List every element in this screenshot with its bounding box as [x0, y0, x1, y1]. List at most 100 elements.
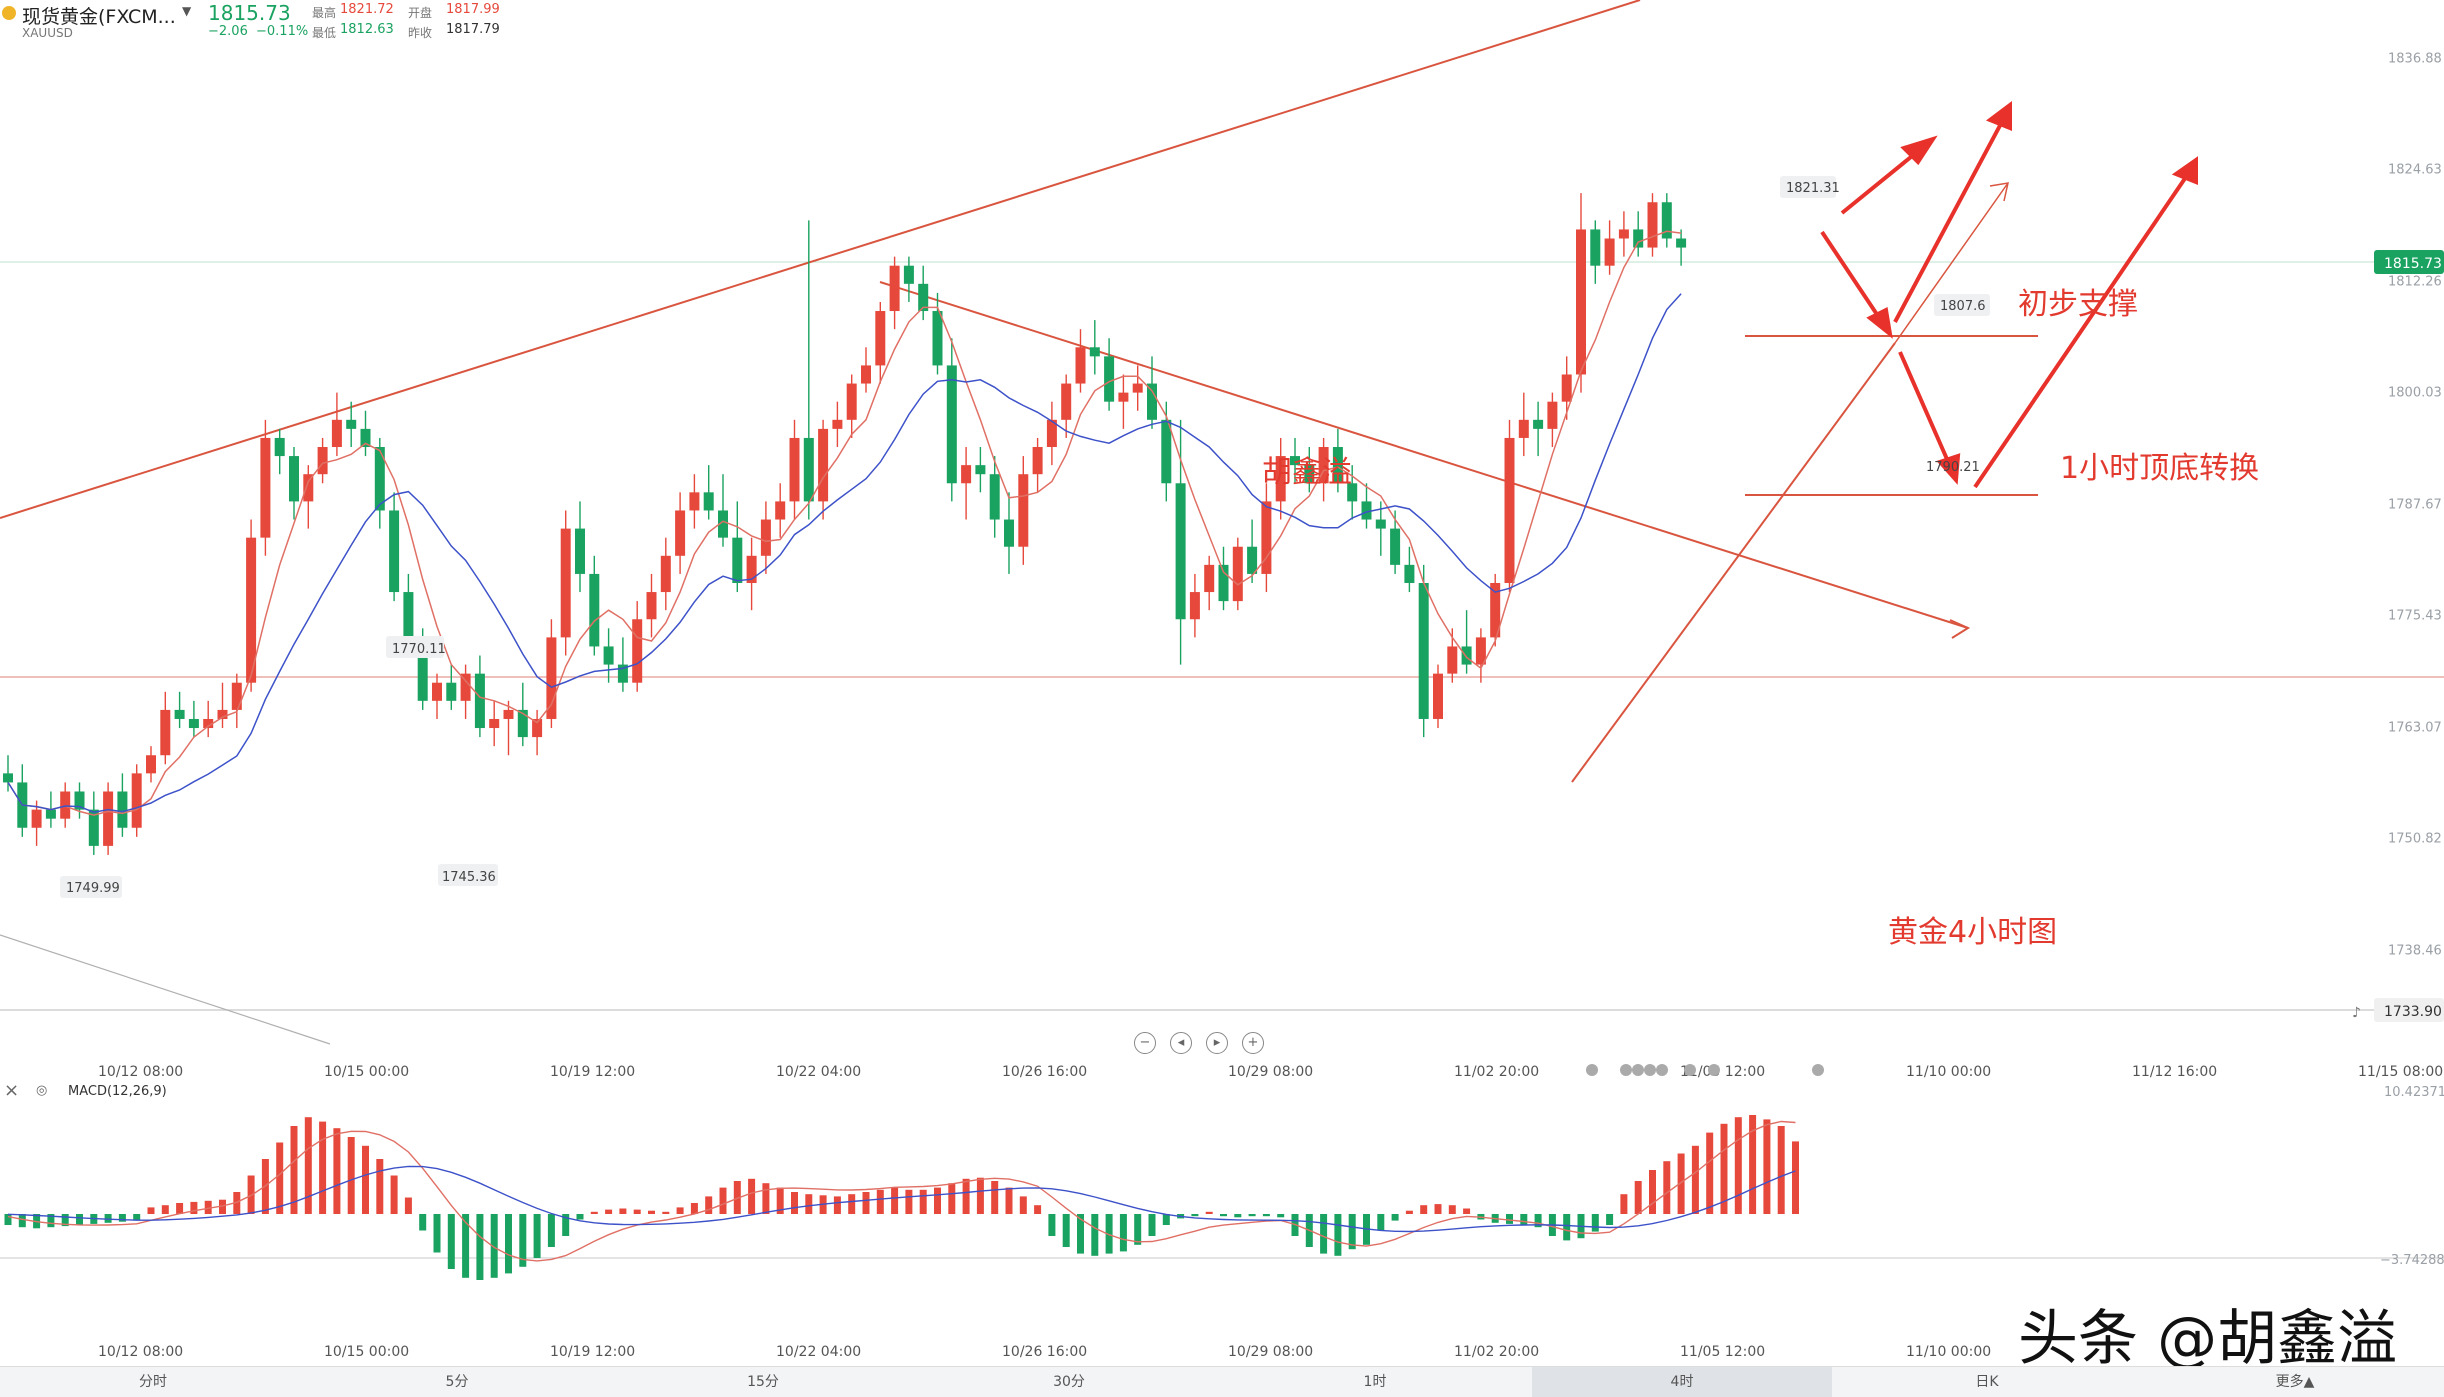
- candle-body: [1089, 347, 1100, 357]
- low-label: 最低: [312, 26, 337, 40]
- macd-bar: [891, 1187, 899, 1214]
- candle-body: [875, 311, 886, 366]
- support-price-label: 1807.6: [1940, 299, 1986, 314]
- time-tick: 11/10 00:00: [1906, 1344, 1991, 1360]
- candle-body: [3, 773, 13, 783]
- candle-body: [1104, 356, 1115, 402]
- candle-body: [889, 265, 900, 312]
- candle-body: [846, 383, 857, 420]
- watermark: 头条 @胡鑫溢: [2018, 1304, 2398, 1374]
- time-tick: 10/15 00:00: [324, 1344, 409, 1360]
- macd-bar: [662, 1211, 670, 1214]
- moving-averages: [7, 230, 1682, 816]
- candle-body: [989, 474, 1000, 520]
- upper-trendline: [0, 0, 1641, 519]
- macd-bar: [962, 1178, 970, 1214]
- tf-30min[interactable]: 30分: [1053, 1374, 1085, 1390]
- arrow-down-1-head: [1866, 307, 1893, 339]
- candle-body: [1218, 564, 1229, 602]
- zoom-controls: − ◂ ▸ +: [1134, 1032, 1268, 1058]
- macd-bar: [776, 1187, 784, 1214]
- candle-body: [331, 419, 342, 448]
- chevron-down-icon[interactable]: ▼: [182, 4, 192, 18]
- candle-body: [675, 510, 686, 556]
- macd-bar: [1048, 1214, 1056, 1236]
- tf-1h[interactable]: 1时: [1363, 1374, 1387, 1390]
- prev-close-value: 1817.79: [446, 22, 500, 37]
- time-tick: 11/05 12:00: [1680, 1064, 1765, 1080]
- macd-bar: [1091, 1214, 1099, 1256]
- candle-body: [575, 528, 585, 574]
- candle-body: [1046, 419, 1057, 448]
- candle-body: [1347, 483, 1358, 502]
- candle-body: [1461, 646, 1472, 665]
- time-tick: 10/19 12:00: [550, 1064, 635, 1080]
- candle-body: [1433, 673, 1443, 719]
- mid-price-label: 1770.11: [392, 642, 446, 657]
- macd-bar: [676, 1207, 684, 1214]
- macd-bar: [1634, 1181, 1642, 1214]
- tf-daily[interactable]: 日K: [1975, 1374, 1999, 1390]
- candle-body: [660, 555, 671, 593]
- candle-body: [946, 365, 957, 484]
- macd-bar: [719, 1187, 727, 1214]
- macd-bar: [161, 1205, 169, 1214]
- macd-bar: [319, 1121, 327, 1214]
- candle-body: [789, 437, 800, 502]
- candle-body: [1061, 383, 1072, 420]
- candle-body: [489, 718, 500, 729]
- candle-body: [760, 519, 771, 556]
- time-tick: 10/26 16:00: [1002, 1064, 1087, 1080]
- macd-bar: [1463, 1208, 1471, 1214]
- candle-body: [1261, 501, 1272, 574]
- macd-bar: [61, 1214, 69, 1227]
- tf-1min[interactable]: 分时: [139, 1374, 167, 1390]
- zoom-out-button[interactable]: −: [1134, 1032, 1156, 1054]
- candle-body: [1647, 202, 1658, 248]
- macd-bar: [1377, 1214, 1385, 1231]
- settings-icon[interactable]: ◎: [36, 1083, 48, 1098]
- candle-body: [503, 709, 514, 719]
- candle-body: [1676, 238, 1687, 248]
- macd-bar: [1034, 1205, 1042, 1214]
- candle-body: [1661, 202, 1672, 239]
- macd-bar: [133, 1214, 141, 1220]
- candle-body: [1618, 229, 1629, 239]
- time-tick: 10/12 08:00: [98, 1064, 183, 1080]
- bell-icon[interactable]: ♪: [2352, 1005, 2361, 1021]
- tf-4h[interactable]: 4时: [1532, 1367, 1832, 1397]
- candle-body: [103, 791, 114, 846]
- quote-header: 现货黄金(FXCM... ▼ XAUUSD 1815.73 −2.06 −0.1…: [0, 0, 700, 44]
- ma-line-MA-red: [7, 230, 1682, 816]
- candle-body: [389, 510, 400, 593]
- support-annotation: 初步支撑: [2018, 287, 2138, 322]
- event-markers[interactable]: [1586, 1064, 1824, 1076]
- tf-more[interactable]: 更多▲: [2275, 1374, 2315, 1390]
- macd-top-tick: 10.42371: [2384, 1085, 2444, 1100]
- macd-bar: [590, 1211, 598, 1214]
- close-icon[interactable]: ×: [4, 1080, 20, 1101]
- macd-bar: [876, 1189, 884, 1214]
- candle-body: [217, 709, 228, 719]
- macd-bar: [1205, 1211, 1213, 1214]
- macd-bar: [1277, 1214, 1285, 1218]
- macd-bar: [1062, 1214, 1070, 1247]
- zoom-in-button[interactable]: +: [1242, 1032, 1264, 1054]
- candle-body: [1018, 474, 1029, 547]
- symbol-name[interactable]: 现货黄金(FXCM...: [22, 6, 176, 28]
- candle-body: [274, 437, 285, 457]
- tf-5min[interactable]: 5分: [445, 1374, 469, 1390]
- candle-body: [1118, 392, 1129, 402]
- scroll-left-button[interactable]: ◂: [1170, 1032, 1192, 1054]
- gold-coin-icon: [2, 6, 16, 20]
- tf-15min[interactable]: 15分: [747, 1374, 779, 1390]
- macd-bar: [462, 1214, 470, 1278]
- macd-bar: [1448, 1205, 1456, 1214]
- macd-bar: [919, 1189, 927, 1214]
- candle-body: [1204, 564, 1215, 593]
- scroll-right-button[interactable]: ▸: [1206, 1032, 1228, 1054]
- macd-bar: [18, 1214, 26, 1228]
- macd-bar: [805, 1194, 813, 1214]
- candle-body: [1547, 401, 1558, 429]
